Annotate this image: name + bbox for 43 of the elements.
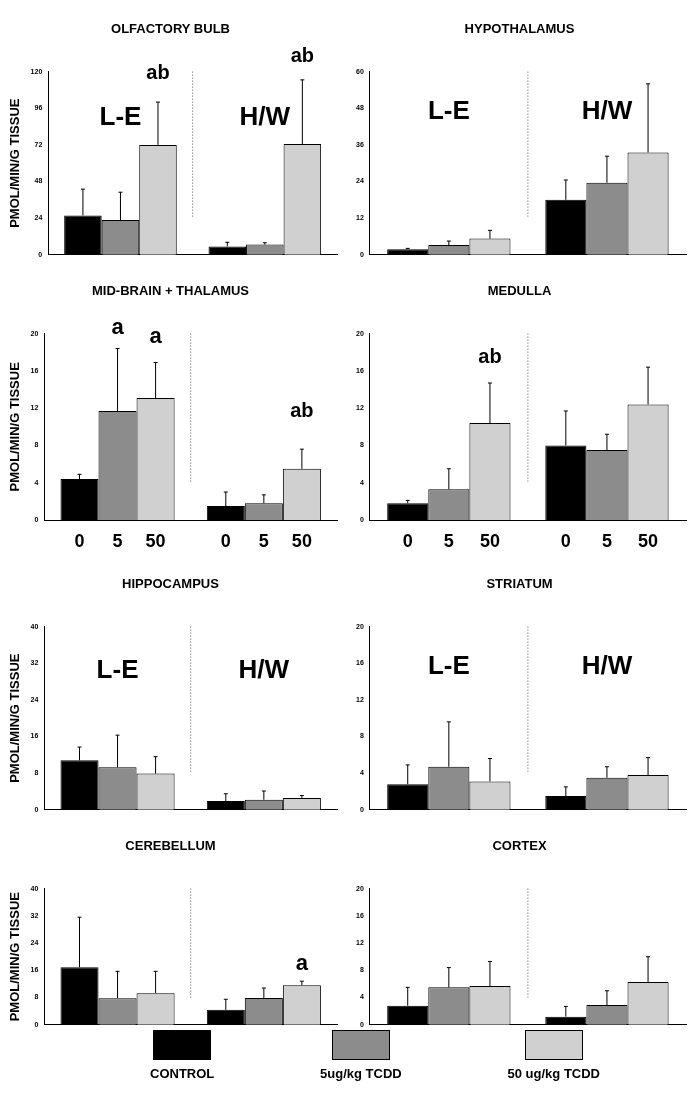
bar bbox=[208, 246, 247, 255]
chart-title: MEDULLA bbox=[487, 283, 552, 299]
annotation: H/W bbox=[239, 100, 291, 131]
annotation: H/W bbox=[238, 653, 290, 684]
annotation: L-E bbox=[427, 650, 470, 681]
text: 0 bbox=[560, 531, 571, 552]
y-axis-title: PMOL/MIN/G TISSUE bbox=[7, 361, 23, 492]
text: 5 bbox=[443, 531, 454, 552]
annotation: L-E bbox=[96, 653, 139, 684]
text: 5 bbox=[258, 531, 269, 552]
chart-title: HYPOTHALAMUS bbox=[464, 21, 575, 37]
legend-label: 50 ug/kg TCDD bbox=[507, 1066, 600, 1081]
y-axis-title: PMOL/MIN/G TISSUE bbox=[7, 653, 23, 783]
text: 0 bbox=[74, 531, 85, 552]
annotation: ab bbox=[478, 345, 502, 368]
chart-title: OLFACTORY BULB bbox=[111, 21, 230, 37]
text: 5 bbox=[112, 531, 123, 552]
text: 0 bbox=[402, 531, 413, 552]
text: 50 bbox=[145, 531, 166, 552]
chart-title: STRIATUM bbox=[486, 576, 553, 592]
legend-label: 5ug/kg TCDD bbox=[320, 1066, 402, 1081]
text: 5 bbox=[601, 531, 612, 552]
text: 50 bbox=[638, 531, 659, 552]
chart-title: CORTEX bbox=[492, 838, 547, 854]
annotation: ab bbox=[290, 399, 314, 422]
chart-title: CEREBELLUM bbox=[125, 838, 216, 854]
annotation: H/W bbox=[581, 95, 633, 126]
y-axis-title: PMOL/MIN/G TISSUE bbox=[7, 891, 23, 1022]
chart-title: HIPPOCAMPUS bbox=[122, 576, 220, 592]
annotation: L-E bbox=[99, 100, 142, 131]
annotation: ab bbox=[146, 60, 170, 83]
legend-label: CONTROL bbox=[150, 1066, 215, 1081]
y-axis-title: PMOL/MIN/G TISSUE bbox=[7, 98, 23, 228]
text: 0 bbox=[220, 531, 231, 552]
annotation: a bbox=[149, 323, 163, 349]
text: 50 bbox=[479, 531, 500, 552]
text: ab bbox=[290, 44, 315, 67]
annotation: L-E bbox=[427, 95, 470, 126]
chart-title: MID-BRAIN + THALAMUS bbox=[91, 283, 250, 299]
annotation: a bbox=[295, 949, 309, 975]
annotation: a bbox=[111, 314, 125, 340]
annotation: H/W bbox=[581, 650, 633, 681]
text: 50 bbox=[291, 531, 312, 552]
